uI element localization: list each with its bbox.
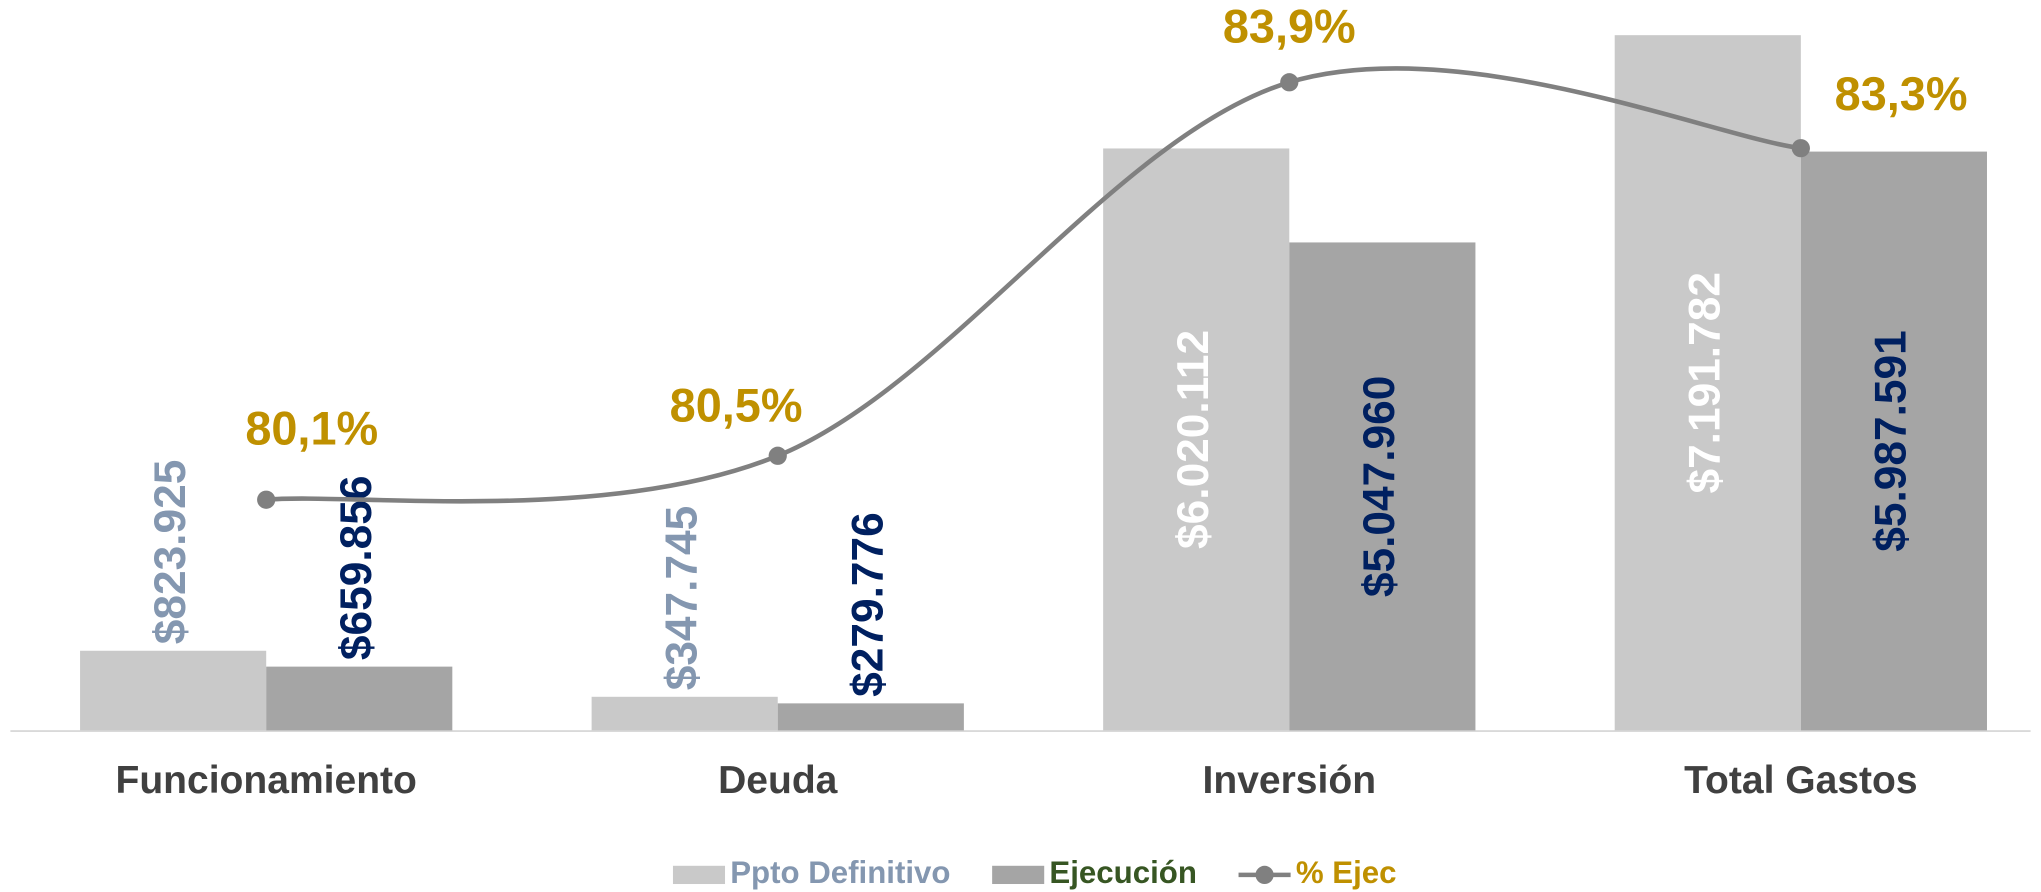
legend-label: Ppto Definitivo bbox=[730, 855, 950, 890]
legend: Ppto Definitivo Ejecución % Ejec bbox=[672, 855, 1397, 890]
value-label: 83,9% bbox=[1223, 1, 1356, 53]
value-label: $823.925 bbox=[146, 460, 195, 645]
bar bbox=[1103, 148, 1290, 731]
x-tick-label: Deuda bbox=[718, 759, 838, 802]
x-tick-label: Total Gastos bbox=[1684, 759, 1918, 802]
legend-label: % Ejec bbox=[1296, 855, 1397, 890]
bar bbox=[591, 696, 778, 731]
value-label: $7.191.782 bbox=[1680, 272, 1729, 493]
value-label: $347.745 bbox=[657, 506, 706, 691]
value-label: 83,3% bbox=[1835, 68, 1968, 120]
value-label: $6.020.112 bbox=[1169, 330, 1218, 549]
bar bbox=[777, 703, 964, 731]
value-label: $659.856 bbox=[332, 476, 381, 661]
value-label: $5.987.591 bbox=[1867, 330, 1916, 551]
legend-swatch bbox=[992, 865, 1045, 885]
legend-swatch bbox=[672, 865, 726, 885]
x-tick-label: Inversión bbox=[1203, 759, 1377, 802]
bar bbox=[80, 650, 267, 731]
line-point bbox=[1791, 139, 1810, 158]
legend-swatch bbox=[1255, 865, 1274, 885]
value-label: $5.047.960 bbox=[1355, 376, 1404, 597]
value-label: 80,1% bbox=[245, 402, 378, 454]
value-label: $279.776 bbox=[843, 512, 892, 697]
line-point bbox=[1280, 73, 1299, 92]
bar bbox=[1614, 35, 1801, 731]
line bbox=[265, 66, 1802, 504]
value-label: 80,5% bbox=[670, 379, 803, 431]
bar bbox=[1800, 151, 1987, 731]
line-point bbox=[257, 490, 276, 509]
legend-label: Ejecución bbox=[1049, 855, 1196, 890]
x-tick-label: Funcionamiento bbox=[115, 759, 416, 802]
bar bbox=[266, 666, 453, 731]
line-point bbox=[768, 446, 787, 465]
bar bbox=[1289, 242, 1476, 731]
